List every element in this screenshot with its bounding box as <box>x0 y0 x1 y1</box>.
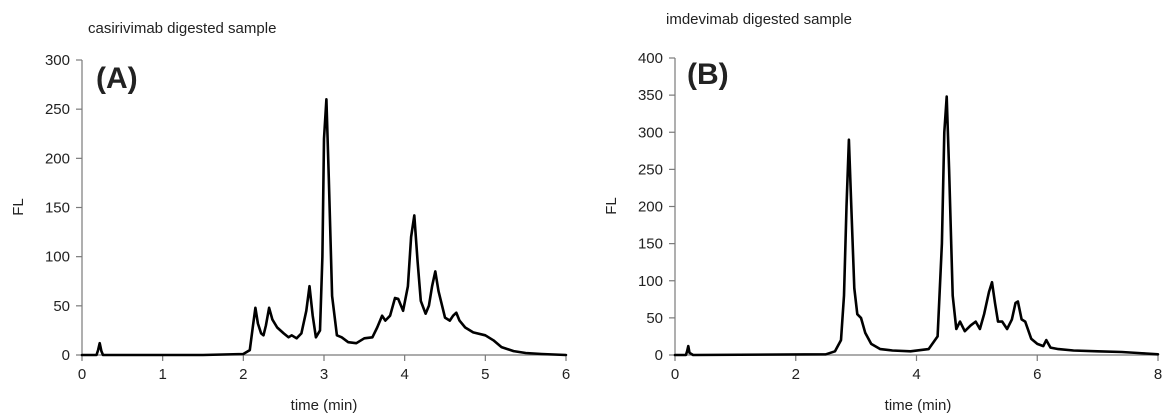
x-tick-label: 0 <box>78 366 86 383</box>
x-tick-label: 1 <box>158 366 166 383</box>
x-tick-label: 5 <box>481 366 489 383</box>
y-tick-label: 200 <box>45 150 70 167</box>
x-axis-label: time (min) <box>291 397 358 414</box>
series-line <box>80 98 568 357</box>
panel-label: (A) <box>96 62 138 95</box>
panel-a-chart: casirivimab digested sample (A) FL time … <box>10 20 570 414</box>
y-tick-label: 0 <box>655 347 663 364</box>
x-tick-label: 4 <box>400 366 408 383</box>
y-tick-label: 150 <box>638 236 663 253</box>
y-axis-label: FL <box>603 197 620 215</box>
y-tick-label: 300 <box>638 124 663 141</box>
x-tick-label: 8 <box>1154 366 1162 383</box>
x-tick-label: 2 <box>792 366 800 383</box>
y-tick-label: 100 <box>638 273 663 290</box>
x-tick-label: 4 <box>912 366 920 383</box>
x-tick-label: 6 <box>562 366 570 383</box>
panel-label: (B) <box>687 58 729 91</box>
y-tick-label: 50 <box>646 310 663 327</box>
x-tick-label: 0 <box>671 366 679 383</box>
y-tick-label: 200 <box>638 199 663 216</box>
y-tick-label: 300 <box>45 52 70 69</box>
x-axis-label: time (min) <box>885 397 952 414</box>
y-tick-label: 100 <box>45 249 70 266</box>
y-axis-label: FL <box>10 198 27 216</box>
y-tick-label: 350 <box>638 87 663 104</box>
y-tick-label: 150 <box>45 200 70 217</box>
series-line <box>673 95 1160 357</box>
y-tick-label: 250 <box>45 101 70 118</box>
chart-title: imdevimab digested sample <box>666 11 852 28</box>
x-tick-label: 2 <box>239 366 247 383</box>
y-tick-label: 400 <box>638 50 663 67</box>
y-tick-label: 250 <box>638 161 663 178</box>
x-tick-label: 3 <box>320 366 328 383</box>
panel-b-chart: imdevimab digested sample (B) FL time (m… <box>603 11 1162 414</box>
x-tick-label: 6 <box>1033 366 1041 383</box>
chart-title: casirivimab digested sample <box>88 20 276 37</box>
y-tick-label: 50 <box>53 298 70 315</box>
y-tick-label: 0 <box>62 347 70 364</box>
